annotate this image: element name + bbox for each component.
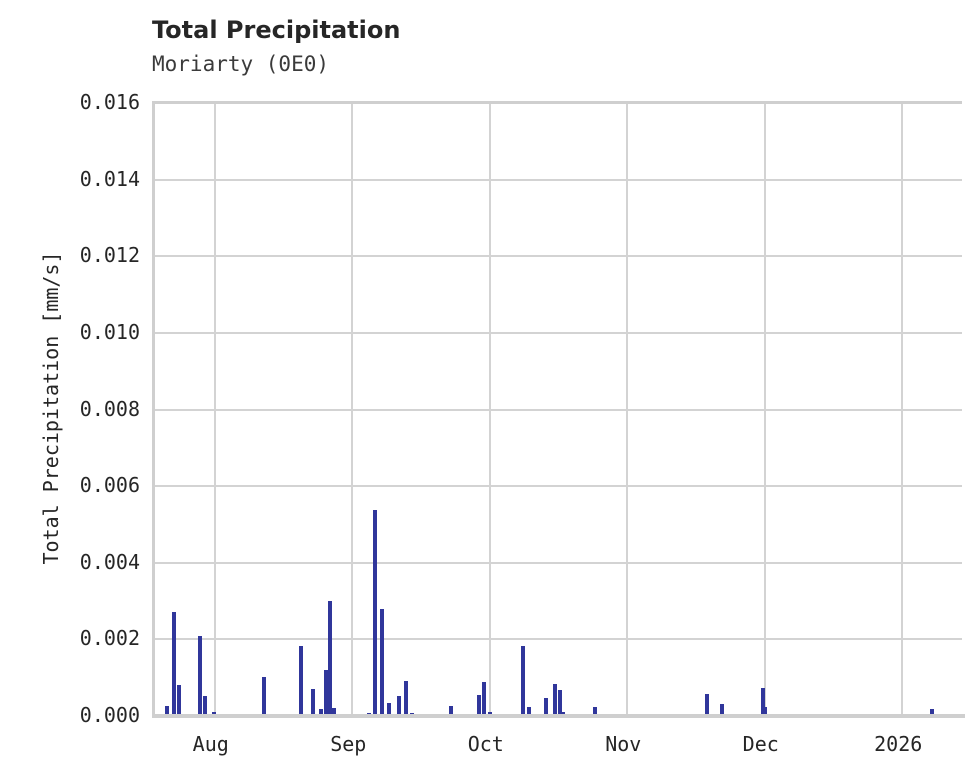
bar <box>552 684 557 717</box>
y-tick-label: 0.012 <box>79 243 140 268</box>
bar <box>719 703 724 717</box>
bar <box>299 645 304 717</box>
bar <box>543 697 548 717</box>
x-tick-label: Sep <box>330 732 367 756</box>
plot-inner <box>155 104 962 717</box>
bar <box>319 708 324 717</box>
y-tick-label: 0.000 <box>79 703 140 727</box>
x-axis-spine <box>152 714 965 718</box>
bar <box>404 681 409 717</box>
y-tick-label: 0.010 <box>79 319 140 344</box>
x-tick-label: Aug <box>192 732 229 756</box>
bar <box>762 707 767 717</box>
bar <box>448 705 453 717</box>
bar <box>164 705 169 717</box>
x-tick-label: Nov <box>605 732 642 756</box>
bar <box>373 510 378 717</box>
x-gridline <box>351 104 354 717</box>
x-gridline <box>626 104 629 717</box>
y-gridline <box>155 178 962 181</box>
y-gridline <box>155 561 962 564</box>
bar <box>328 600 333 717</box>
y-gridline <box>155 408 962 411</box>
bar <box>520 645 525 717</box>
bar <box>557 690 562 717</box>
y-gridline <box>155 255 962 258</box>
bar <box>176 685 181 717</box>
x-gridline <box>901 104 904 717</box>
y-gridline <box>155 331 962 334</box>
x-tick-label: Dec <box>742 732 779 756</box>
bar <box>311 689 316 717</box>
bar <box>380 609 385 717</box>
y-tick-label: 0.014 <box>79 166 140 191</box>
chart-title: Total Precipitation <box>152 16 401 44</box>
chart-subtitle: Moriarty (0E0) <box>152 52 330 76</box>
bar <box>760 687 765 717</box>
x-gridline <box>488 104 491 717</box>
bar <box>704 694 709 717</box>
bar <box>593 707 598 717</box>
bar <box>526 707 531 717</box>
y-tick-label: 0.008 <box>79 396 140 421</box>
bar <box>397 695 402 717</box>
bar <box>324 669 329 717</box>
bar <box>202 695 207 717</box>
bar <box>261 677 266 717</box>
bar <box>171 611 176 717</box>
y-tick-label: 0.006 <box>79 473 140 498</box>
y-gridline <box>155 485 962 488</box>
y-gridline <box>155 638 962 641</box>
x-tick-label: Oct <box>467 732 504 756</box>
plot-area <box>152 101 962 717</box>
bar <box>476 694 481 717</box>
bar <box>332 708 337 717</box>
y-tick-label: 0.002 <box>79 626 140 651</box>
y-axis-label: Total Precipitation [mm/s] <box>39 251 63 565</box>
y-tick-label: 0.004 <box>79 549 140 574</box>
bar <box>930 708 935 717</box>
y-tick-label: 0.016 <box>79 90 140 114</box>
bar <box>387 702 392 717</box>
bar <box>197 636 202 717</box>
x-tick-label: 2026 <box>874 732 923 756</box>
x-gridline <box>213 104 216 717</box>
x-gridline <box>763 104 766 717</box>
bar <box>481 682 486 717</box>
